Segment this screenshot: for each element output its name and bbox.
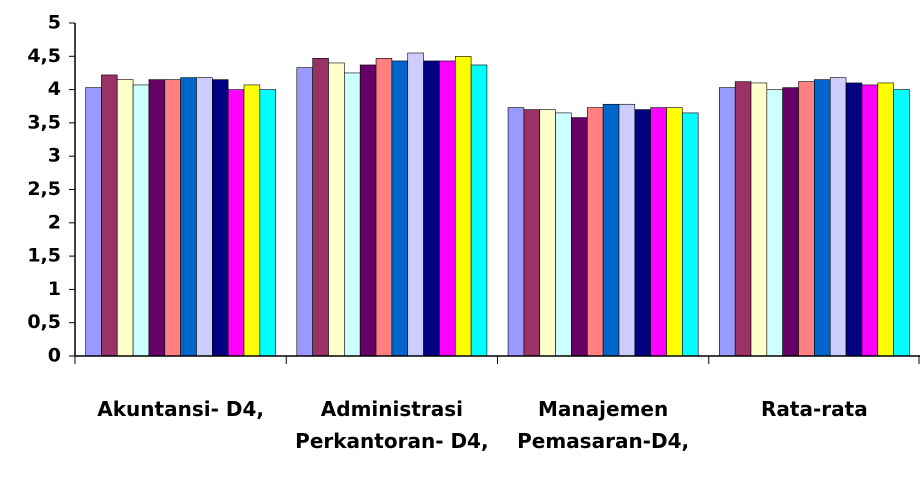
bar <box>618 103 636 357</box>
bar <box>196 77 213 357</box>
bar <box>439 60 456 357</box>
y-tick-label: 4,5 <box>27 45 61 67</box>
bar <box>539 109 556 357</box>
y-tick-label: 1 <box>48 278 61 300</box>
bar <box>164 79 181 357</box>
bar <box>227 89 245 357</box>
bar <box>116 79 134 357</box>
y-tick-label: 0 <box>48 345 61 367</box>
bar <box>877 82 894 357</box>
y-tick-label: 1,5 <box>27 245 61 267</box>
bar <box>634 109 651 357</box>
bar <box>798 81 815 357</box>
bar <box>101 74 118 357</box>
bar <box>814 79 831 357</box>
bar <box>132 84 150 357</box>
bar <box>391 60 409 357</box>
y-tick-label: 2,5 <box>27 178 61 200</box>
bar <box>861 84 879 357</box>
y-tick-label: 2 <box>48 211 61 233</box>
y-tick-label: 5 <box>48 12 61 34</box>
bar <box>148 79 166 357</box>
bar <box>344 72 361 357</box>
y-tick-label: 4 <box>48 78 61 100</box>
y-tick-label: 3 <box>48 145 61 167</box>
bar <box>666 107 683 357</box>
bar <box>602 103 620 357</box>
bar <box>734 81 752 357</box>
x-tick-label: Rata-rata <box>761 397 868 421</box>
bar <box>845 82 863 357</box>
bar <box>682 112 699 357</box>
bar <box>259 89 276 357</box>
y-tick-label: 0,5 <box>27 311 61 333</box>
bar <box>407 52 424 357</box>
bar <box>296 67 313 357</box>
bar <box>375 57 393 357</box>
bar <box>750 82 768 357</box>
bar <box>782 87 799 357</box>
bar <box>766 89 783 357</box>
x-tick-label: Akuntansi- D4, <box>97 397 264 421</box>
bar <box>454 55 472 357</box>
bar <box>243 84 261 357</box>
bar <box>359 64 377 357</box>
bar <box>893 89 910 357</box>
bar <box>470 64 488 357</box>
bar <box>85 87 102 357</box>
bar <box>555 112 572 357</box>
y-tick-label: 3,5 <box>27 111 61 133</box>
bar <box>212 79 229 357</box>
x-tick-label: Administrasi Perkantoran- D4, <box>295 397 489 453</box>
bar <box>523 109 541 357</box>
bar <box>586 107 604 357</box>
bar <box>312 57 329 357</box>
bar <box>180 77 197 357</box>
bar <box>507 107 525 357</box>
bar <box>328 62 345 357</box>
bar <box>719 87 736 357</box>
x-tick-label: Manajemen Pemasaran-D4, <box>517 397 690 453</box>
bar <box>571 117 588 357</box>
bar <box>829 77 847 357</box>
bar <box>650 107 667 357</box>
bar <box>423 60 440 357</box>
